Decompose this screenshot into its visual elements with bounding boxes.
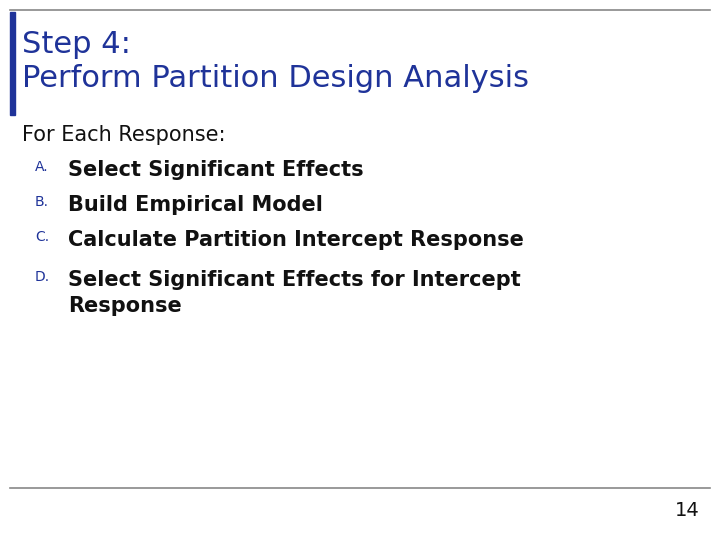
Text: D.: D. [35,270,50,284]
Text: Select Significant Effects: Select Significant Effects [68,160,364,180]
Bar [10,12,15,115]
Text: A.: A. [35,160,49,174]
Text: Perform Partition Design Analysis: Perform Partition Design Analysis [22,64,529,93]
Text: C.: C. [35,230,49,244]
Text: 14: 14 [675,501,700,519]
Text: For Each Response:: For Each Response: [22,125,225,145]
Text: B.: B. [35,195,49,209]
Text: Step 4:: Step 4: [22,30,131,59]
Text: Calculate Partition Intercept Response: Calculate Partition Intercept Response [68,230,524,250]
Text: Build Empirical Model: Build Empirical Model [68,195,323,215]
Text: Select Significant Effects for Intercept
Response: Select Significant Effects for Intercept… [68,270,521,315]
